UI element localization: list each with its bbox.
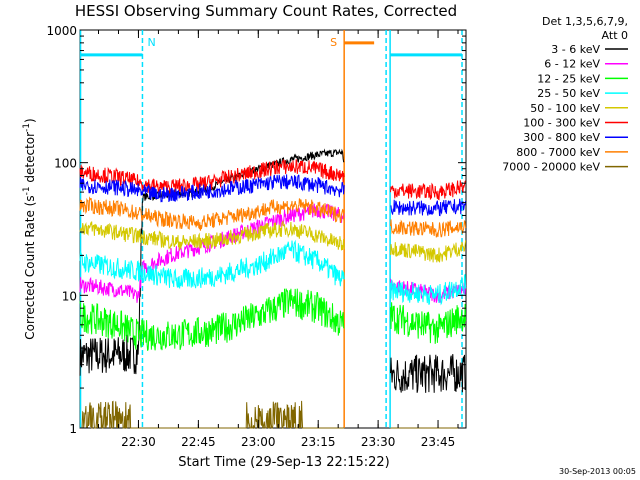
footer-timestamp: 30-Sep-2013 00:05 xyxy=(559,467,636,476)
y-tick-label: 10 xyxy=(62,289,77,303)
y-axis-label-part-1: Corrected Count Rate (s xyxy=(23,195,37,339)
x-tick-label: 23:45 xyxy=(421,435,456,449)
y-tick-label: 100 xyxy=(54,157,77,171)
series-line xyxy=(79,220,345,251)
y-axis-label-sup-1: -1 xyxy=(22,186,32,195)
y-axis-label: Corrected Count Rate (s-1 detector-1) xyxy=(22,118,37,339)
series-line xyxy=(390,198,467,217)
y-axis-label-sup-2: -1 xyxy=(22,123,32,132)
y-axis-label-part-2: detector xyxy=(23,132,37,187)
series-line xyxy=(390,302,467,344)
legend-label: 800 - 7000 keV xyxy=(516,146,600,159)
legend-header-line-2: Att 0 xyxy=(602,29,628,42)
x-tick-label: 23:15 xyxy=(301,435,336,449)
legend-label: 3 - 6 keV xyxy=(551,43,600,56)
y-axis-label-part-3: ) xyxy=(23,118,37,123)
x-tick-label: 23:30 xyxy=(361,435,396,449)
x-tick-label: 22:45 xyxy=(181,435,216,449)
x-axis-label: Start Time (29-Sep-13 22:15:22) xyxy=(178,455,389,470)
x-tick-label: 22:30 xyxy=(121,435,156,449)
series-line xyxy=(79,239,345,289)
event-label: N xyxy=(147,36,155,49)
event-label: S xyxy=(330,36,337,49)
x-tick-label: 23:00 xyxy=(241,435,276,449)
legend-label: 7000 - 20000 keV xyxy=(502,161,600,174)
flag-bars xyxy=(80,41,463,57)
legend-label: 100 - 300 keV xyxy=(523,117,600,130)
legend-label: 6 - 12 keV xyxy=(544,58,600,71)
series-line xyxy=(79,288,345,351)
y-tick-label: 1 xyxy=(69,422,77,436)
x-axis-ticks: 22:30 22:45 23:00 23:15 23:30 23:45 xyxy=(98,30,459,449)
series-line xyxy=(390,240,467,263)
series-line xyxy=(390,219,467,238)
legend-label: 12 - 25 keV xyxy=(537,72,600,85)
legend-label: 300 - 800 keV xyxy=(523,131,600,144)
series-line xyxy=(80,400,345,429)
series-line xyxy=(79,203,345,303)
y-axis-ticks: 1 10 100 1000 xyxy=(46,24,466,436)
series-line xyxy=(390,180,466,201)
series-line xyxy=(79,196,345,231)
legend-label: 50 - 100 keV xyxy=(530,102,600,115)
series-line xyxy=(79,174,345,203)
chart-title: HESSI Observing Summary Count Rates, Cor… xyxy=(75,2,457,20)
series-line xyxy=(79,159,345,196)
legend-header-line-1: Det 1,3,5,6,7,9, xyxy=(542,15,628,28)
legend-label: 25 - 50 keV xyxy=(537,87,600,100)
y-tick-label: 1000 xyxy=(46,24,77,38)
legend: Det 1,3,5,6,7,9, Att 0 3 - 6 keV 6 - 12 k… xyxy=(502,15,628,174)
series-lines xyxy=(79,148,467,429)
series-line xyxy=(390,274,467,306)
series-line xyxy=(390,354,467,393)
